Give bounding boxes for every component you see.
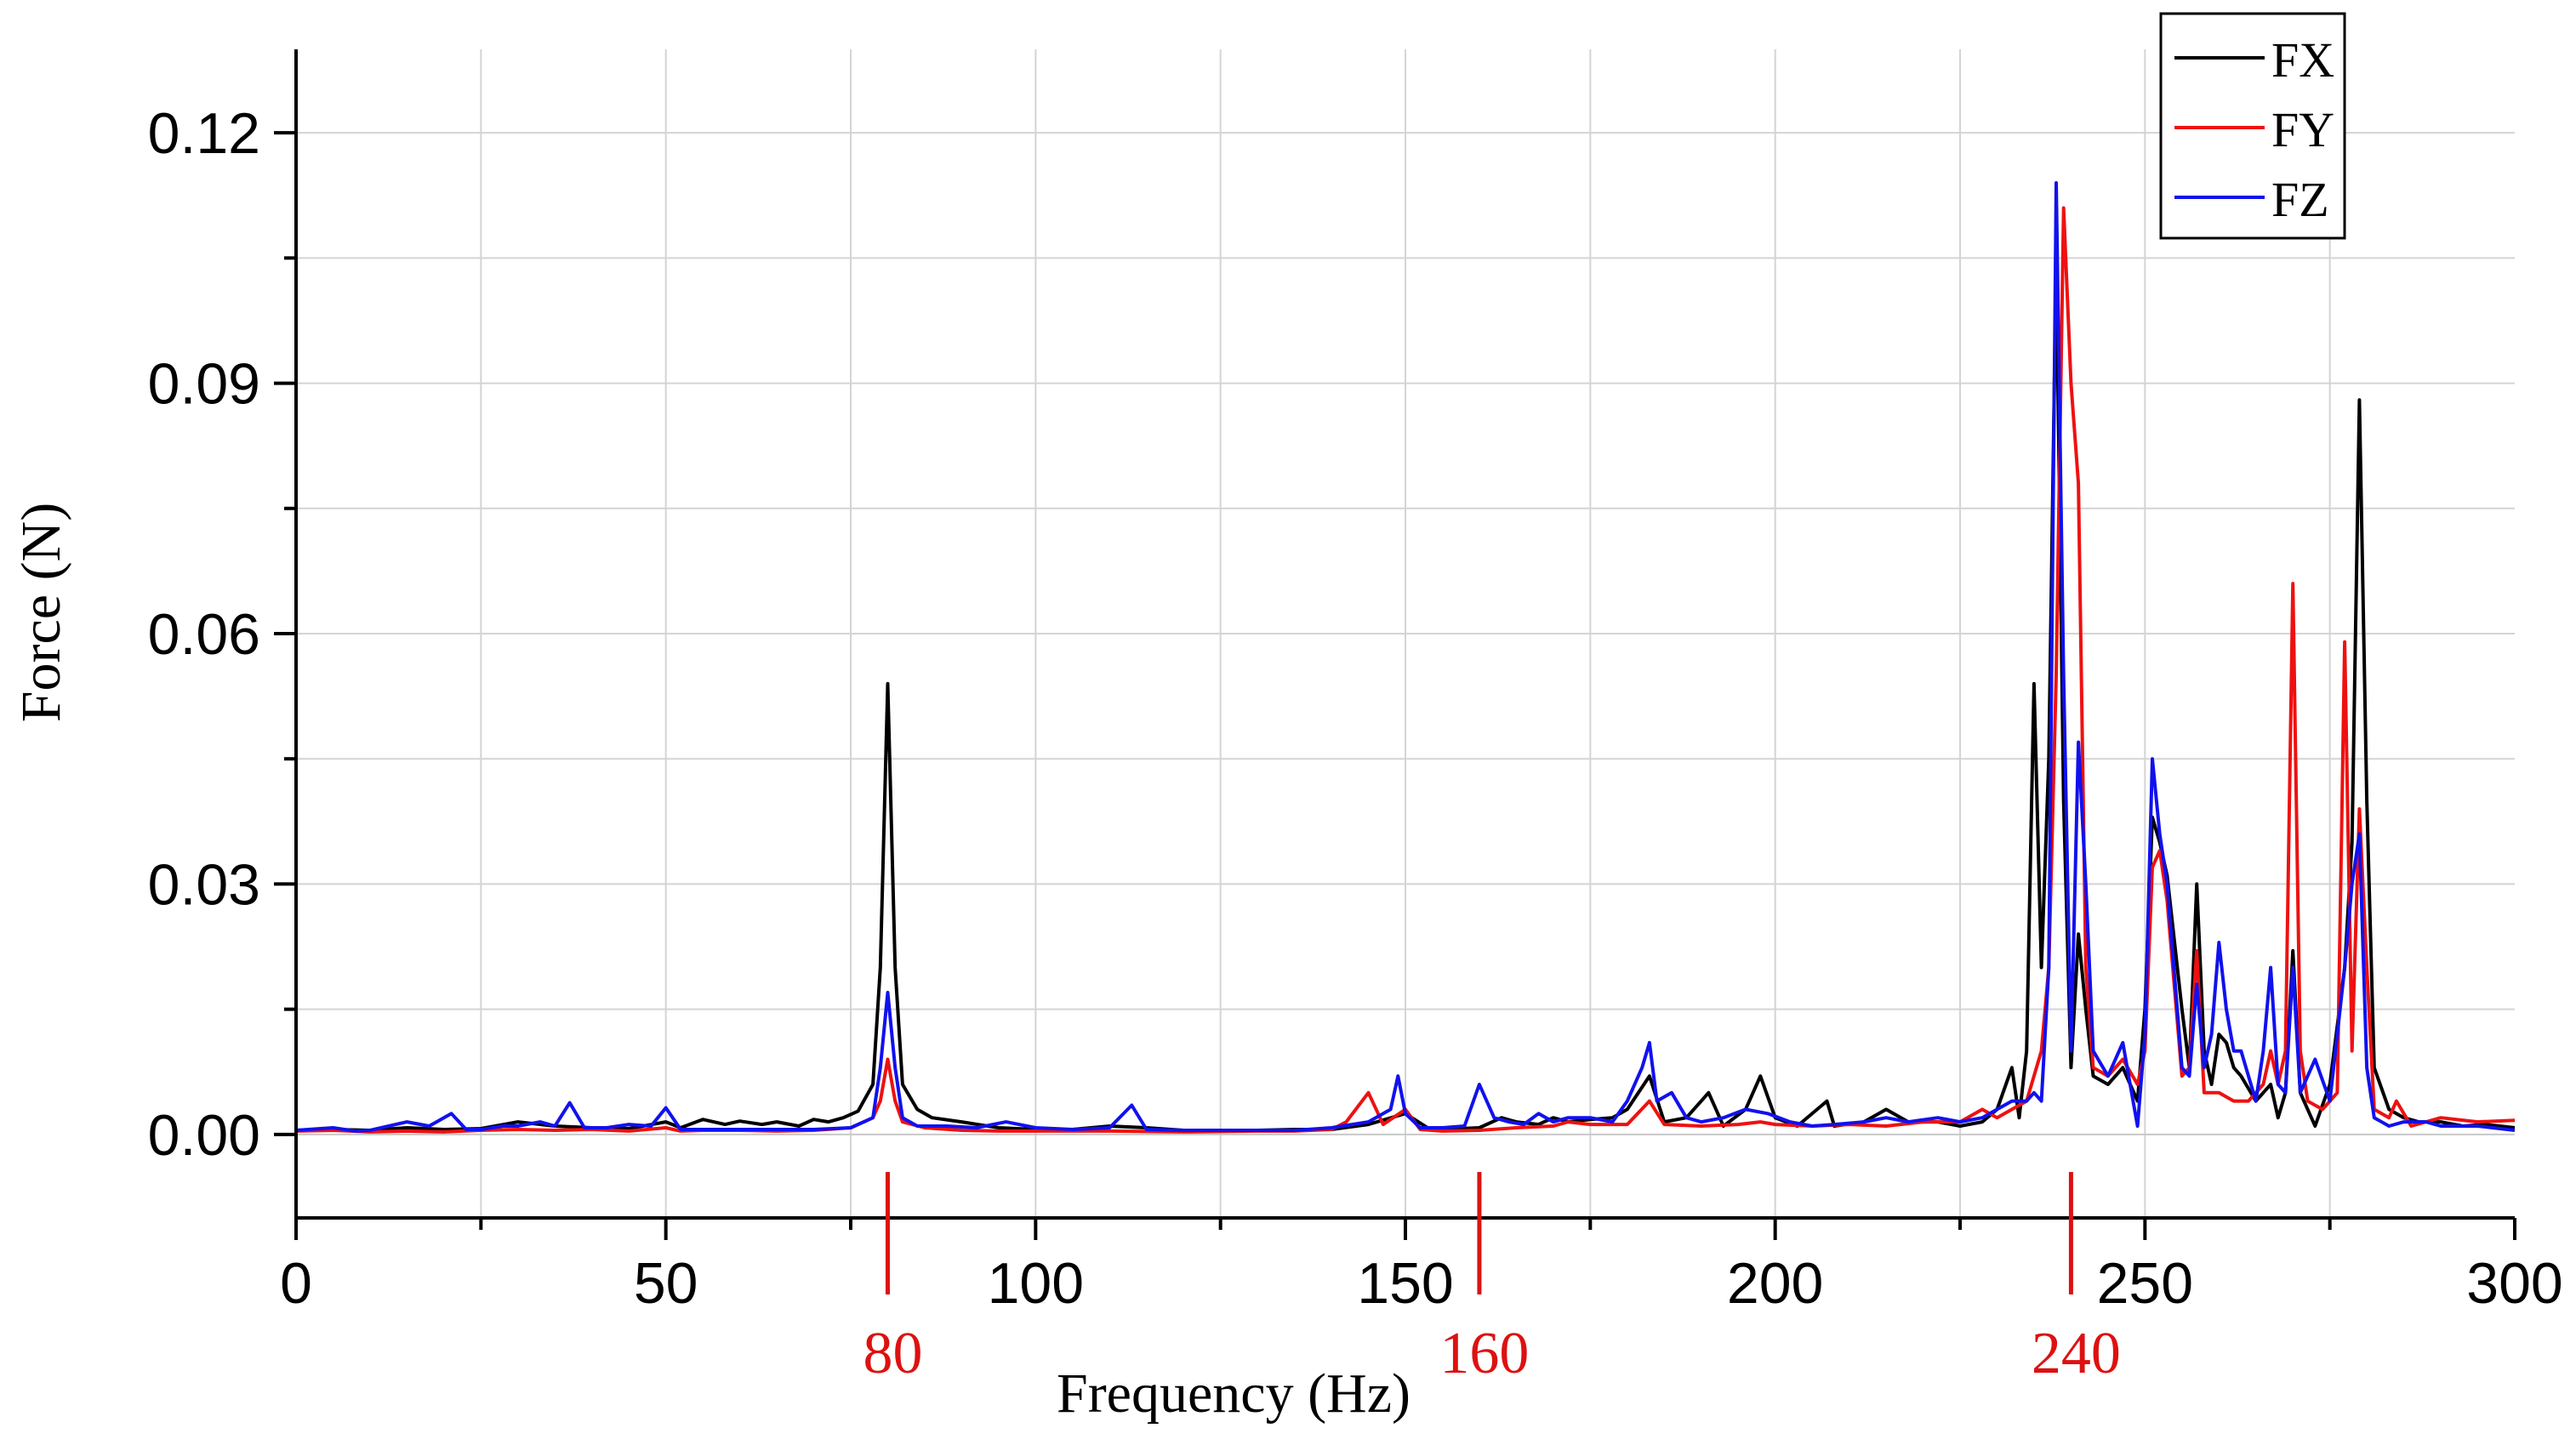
legend-label-fx: FX (2271, 32, 2334, 88)
legend-label-fy: FY (2271, 102, 2334, 157)
x-tick-label: 100 (988, 1251, 1084, 1316)
frequency-annotations: 80 160 240 (863, 1172, 2121, 1386)
y-tick-label: 0.06 (148, 602, 260, 667)
annotation-label-80: 80 (863, 1321, 922, 1386)
legend: FX FY FZ (2159, 12, 2346, 240)
y-tick-label: 0.03 (148, 852, 260, 917)
x-tick-label: 250 (2097, 1251, 2193, 1316)
x-tick-label: 300 (2466, 1251, 2562, 1316)
y-axis-label: Force (N) (10, 503, 72, 722)
tick-labels: 0 50 100 150 200 250 300 0.00 0.03 0.06 0.09 0.12 (148, 101, 2563, 1316)
y-tick-label: 0.12 (148, 101, 260, 166)
x-axis-label: Frequency (Hz) (1057, 1363, 1411, 1425)
grid-lines (296, 49, 2515, 1218)
y-tick-label: 0.00 (148, 1103, 260, 1168)
series-lines (295, 181, 2516, 1134)
series-line-fz (295, 181, 2516, 1133)
y-tick-label: 0.09 (148, 352, 260, 417)
annotation-label-240: 240 (2032, 1321, 2121, 1386)
x-tick-label: 200 (1727, 1251, 1823, 1316)
x-tick-label: 0 (280, 1251, 312, 1316)
x-tick-label: 50 (634, 1251, 698, 1316)
legend-label-fz: FZ (2271, 172, 2329, 227)
x-tick-label: 150 (1357, 1251, 1453, 1316)
annotation-label-160: 160 (1439, 1321, 1529, 1386)
axes (274, 49, 2516, 1240)
